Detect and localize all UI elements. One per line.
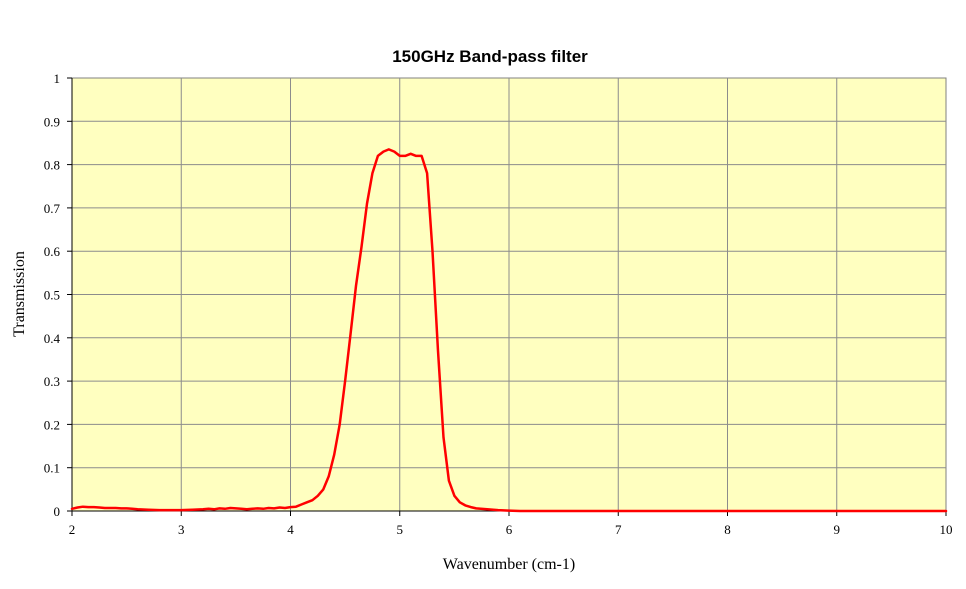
y-tick-label: 0.7 [44, 201, 61, 216]
grid-lines [72, 78, 946, 511]
y-tick-label: 0.5 [44, 288, 60, 303]
x-tick-label: 4 [287, 522, 294, 537]
x-tick-label: 8 [724, 522, 731, 537]
x-tick-label: 7 [615, 522, 622, 537]
series-layer [70, 148, 948, 513]
y-tick-label: 0.4 [44, 331, 61, 346]
x-tick-label: 2 [69, 522, 76, 537]
x-axis-label: Wavenumber (cm-1) [443, 556, 575, 573]
x-tick-label: 6 [506, 522, 513, 537]
x-tick-label: 3 [178, 522, 185, 537]
y-tick-label: 0.2 [44, 417, 60, 432]
transmission-line [70, 148, 948, 513]
y-tick-label: 0 [54, 504, 61, 519]
x-tick-label: 9 [834, 522, 841, 537]
y-tick-label: 0.1 [44, 461, 60, 476]
x-tick-label: 5 [397, 522, 404, 537]
y-tick-label: 1 [54, 71, 61, 86]
y-tick-label: 0.8 [44, 158, 60, 173]
tick-labels: 2 3 4 5 6 7 8 9 10 0 0.1 0.2 0.3 0.4 0.5 0.6 0.7 0.8 0.9 1 [44, 71, 953, 537]
y-axis-label: Transmission [11, 251, 28, 337]
x-tick-label: 10 [940, 522, 953, 537]
y-tick-label: 0.9 [44, 114, 60, 129]
y-tick-label: 0.6 [44, 244, 61, 259]
chart-title: 150GHz Band-pass filter [392, 47, 588, 66]
y-tick-label: 0.3 [44, 374, 60, 389]
